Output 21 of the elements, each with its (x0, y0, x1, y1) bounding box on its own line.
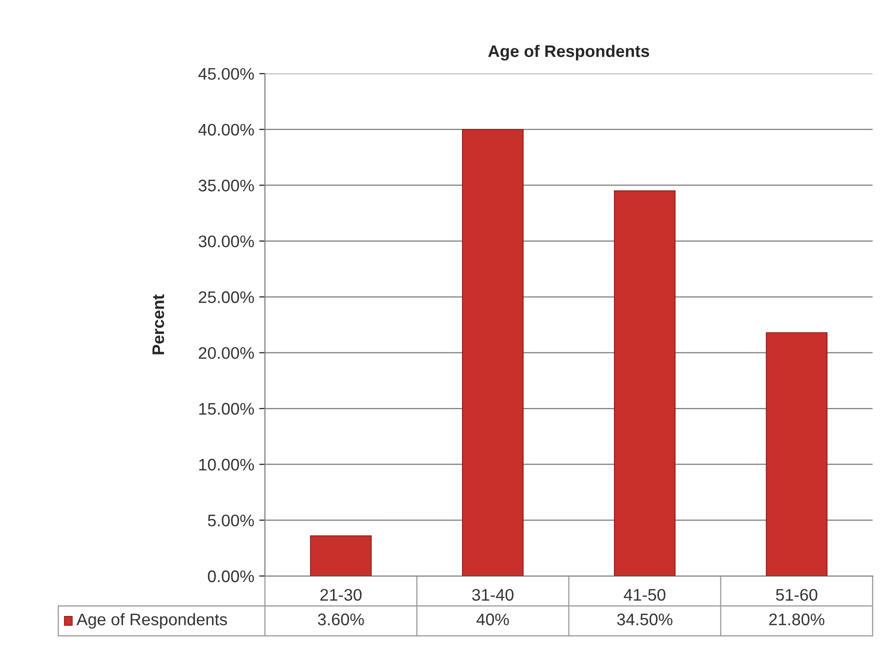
y-tick-label: 20.00% (198, 347, 254, 359)
data-label: 40% (476, 614, 509, 626)
x-tick-label: 31-40 (472, 588, 514, 601)
y-tick-label: 5.00% (208, 514, 254, 526)
x-tick-label: 51-60 (776, 588, 818, 601)
data-label: 34.50% (617, 614, 672, 626)
y-tick-label: 45.00% (198, 68, 254, 80)
data-label: 3.60% (318, 614, 364, 626)
y-tick-label: 15.00% (199, 402, 254, 415)
y-axis-title: Percent (152, 294, 164, 354)
y-tick-label: 30.00% (198, 235, 254, 248)
y-tick-label: 25.00% (198, 291, 254, 304)
data-label: 21.80% (769, 614, 824, 626)
y-tick-label: 10.00% (199, 458, 254, 471)
y-tick-label: 40.00% (198, 124, 254, 136)
y-tick-label: 35.00% (198, 180, 254, 192)
legend-label: Age of Respondents (76, 613, 227, 629)
y-tick-label: 0.00% (208, 570, 254, 582)
x-tick-label: 21-30 (320, 588, 362, 601)
chart-title: Age of Respondents (488, 44, 650, 60)
x-tick-label: 41-50 (624, 588, 666, 601)
